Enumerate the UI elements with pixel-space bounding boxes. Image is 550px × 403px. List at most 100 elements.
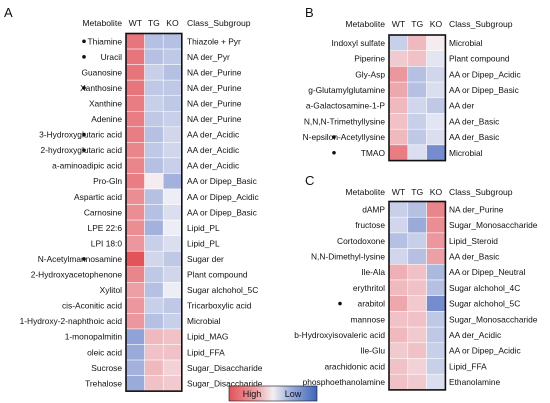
significance-dot [332,150,336,155]
column-header-ko: KO [166,18,179,28]
row-label: oleic acid [87,347,122,357]
class-label: AA or Dipep_Basic [187,176,257,186]
significance-dot [82,86,86,90]
class-header: Class_Subgroup [449,187,513,197]
class-label: Tricarboxylic acid [187,301,252,311]
heatmap-cell [388,232,409,249]
heatmap-cell [388,311,409,328]
heatmap-cell [144,359,164,376]
column-header-wt: WT [129,18,143,28]
class-label: Sugar_Monosaccharide [449,314,538,324]
class-label: AA or Dipep_Basic [187,207,257,217]
heatmap-cell [162,157,183,174]
heatmap-cell [144,313,164,330]
heatmap-cell [407,66,427,83]
heatmap-cell [407,248,427,265]
class-label: AA der_Acidic [449,330,501,340]
panel-c: C Metabolite WT TG KO Class_Subgroup dAMP NA de… [294,173,538,391]
class-header: Class_Subgroup [187,18,251,28]
class-label: Sugar alchohol_5C [449,299,520,309]
heatmap-cell [125,33,145,50]
row-label: LPI 18:0 [91,238,123,248]
heatmap-cell [162,126,183,143]
heatmap-cell [388,264,409,281]
heatmap-cell [407,264,427,281]
row-label: Ile-Glu [360,346,385,356]
heatmap-cell [388,358,409,375]
heatmap-cell [407,373,427,391]
row-label: N,N-Dimethyl-lysine [311,251,385,261]
heatmap-cell [388,97,409,114]
column-header-wt: WT [392,19,406,29]
class-label: AA or Dipep_Acidic [449,346,521,356]
class-label: Sugar alchohol_4C [449,283,520,293]
heatmap-cell [426,97,446,114]
heatmap-cell [144,266,164,283]
row-label: TMAO [361,148,386,158]
row-label: Piperine [354,54,385,64]
panel-letter: B [305,5,314,20]
grid-border [388,34,447,162]
legend-bar [228,385,318,402]
row-label: N,N,N-Trimethyllysine [304,116,385,126]
heatmap-cell [162,235,183,252]
heatmap-cell [162,188,183,205]
metabolite-header: Metabolite [82,18,122,28]
heatmap-cell [388,248,409,265]
class-label: Lipid_PL [187,238,220,248]
column-header-ko: KO [430,187,443,197]
row-label: Thiamine [88,36,123,46]
row-label: Sucrose [91,363,122,373]
heatmap-cell [426,342,446,359]
heatmap-cell [162,250,183,267]
heatmap-cell [407,279,427,296]
heatmap-cell [144,157,164,174]
class-label: AA or Dipep_Basic [449,85,519,95]
row-label: arabitol [358,299,386,309]
row-label: dAMP [362,204,385,214]
heatmap-cell [407,34,427,51]
heatmap-cell [407,128,427,146]
heatmap-cell [125,266,145,283]
heatmap-cell [426,373,446,391]
row-label: g-Glutamylglutamine [308,85,385,95]
heatmap-cell [407,358,427,375]
row-label: Ile-Ala [361,267,385,277]
heatmap-cell [426,358,446,375]
row-label: mannose [351,314,386,324]
class-label: Ethanolamine [449,377,501,387]
class-label: AA der_Acidic [187,130,239,140]
row-label: Aspartic acid [74,192,122,202]
row-label: Carnosine [84,207,123,217]
heatmap-cell [125,79,145,96]
panel-a: A Metabolite WT TG KO Class_Subgroup Thiamine T… [4,5,263,392]
row-label: a-aminoadipic acid [52,161,122,171]
heatmap-cell [388,342,409,359]
row-label: phosphoethanolamine [303,377,386,387]
heatmap-cell [426,311,446,328]
heatmap-cell [125,64,145,81]
class-label: Lipid_FFA [449,361,487,371]
heatmap-cell [144,48,164,65]
row-label: N-epsilon-Acetyllysine [303,132,386,142]
heatmap-cell [125,126,145,143]
heatmap-cell [125,219,145,236]
row-label: 1-monopalmitin [65,332,123,342]
row-label: Xanthine [89,98,122,108]
class-label: AA der [449,101,474,111]
column-header-tg: TG [411,19,423,29]
heatmap-cell [125,173,145,190]
class-header: Class_Subgroup [449,19,513,29]
row-label: Guanosine [81,67,122,77]
heatmap-cell [388,279,409,296]
heatmap-cell [407,342,427,359]
row-label: Xanthosine [80,83,122,93]
heatmap-cell [388,373,409,391]
heatmap-cell [144,33,164,50]
row-label: 2-Hydroxyacetophenone [31,270,123,280]
heatmap-cell [125,282,145,299]
heatmap-cell [144,219,164,236]
significance-dot [82,132,86,137]
heatmap-cell [426,201,446,218]
heatmap-cell [125,344,145,361]
